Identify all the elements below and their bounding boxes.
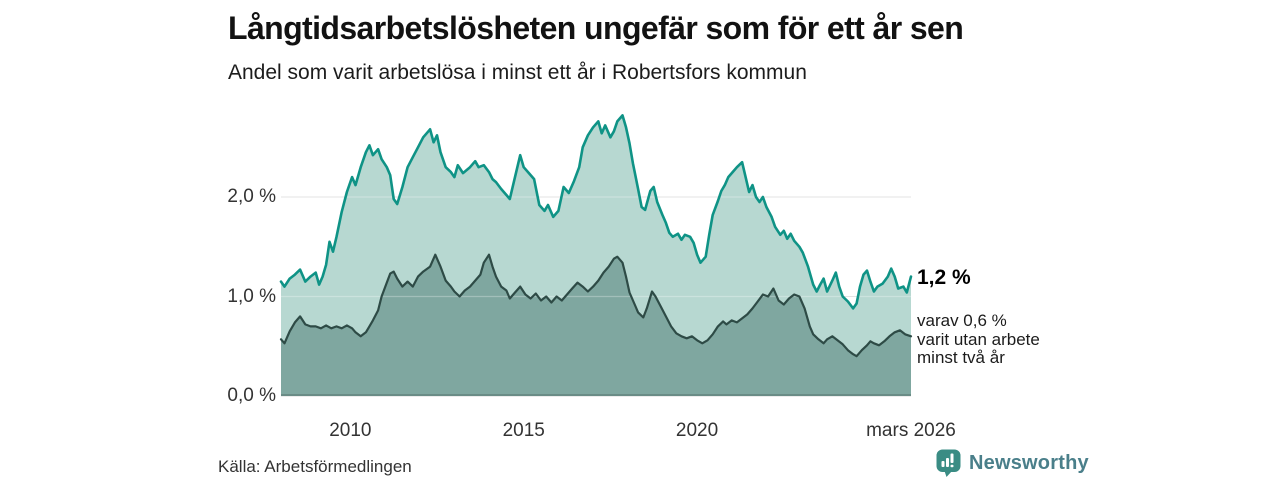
brand-name: Newsworthy [969, 451, 1089, 474]
x-axis-tick-label: mars 2026 [866, 420, 956, 441]
chart-subtitle: Andel som varit arbetslösa i minst ett å… [228, 61, 807, 84]
y-axis-tick-label: 0,0 % [227, 385, 276, 406]
chart-areas [281, 115, 911, 397]
y-axis-tick-label: 1,0 % [227, 285, 276, 307]
chart-title: Långtidsarbetslösheten ungefär som för e… [228, 10, 964, 46]
chart-lines [279, 114, 913, 358]
x-axis-tick-label: 2020 [675, 420, 719, 441]
source-note: Källa: Arbetsförmedlingen [218, 457, 412, 476]
x-axis-tick-label: 2010 [329, 420, 372, 441]
y-axis-tick-label: 2,0 % [227, 186, 276, 207]
brand-logo: Newsworthy [936, 449, 1089, 477]
gridline-overlays [281, 196, 911, 396]
x-axis-tick-label: 2015 [502, 420, 545, 441]
end-value-sub-annotation: varav 0,6 % varit utan arbete minst två … [917, 311, 1040, 367]
newsworthy-logo-icon [936, 449, 961, 477]
end-value-annotation: 1,2 % [917, 266, 971, 289]
